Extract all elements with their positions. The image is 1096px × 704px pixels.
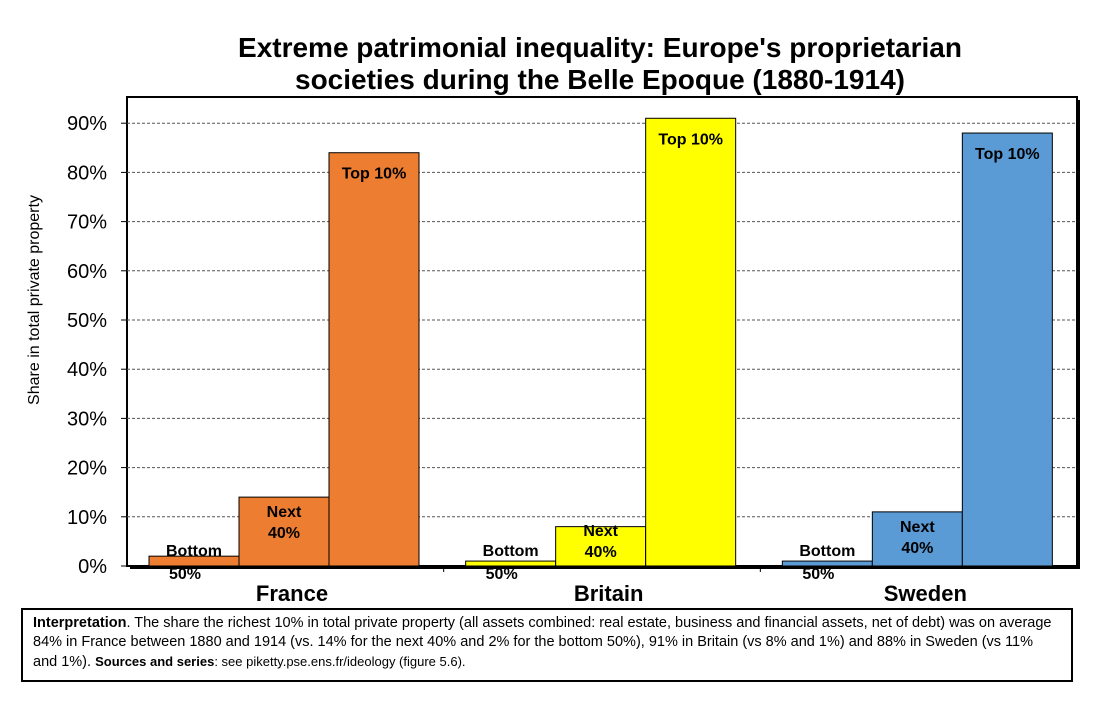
y-tick-label: 90%	[67, 113, 107, 135]
bar-label: Next	[583, 523, 618, 540]
chart-title-line-2: societies during the Belle Epoque (1880-…	[295, 64, 905, 95]
chart-title: Extreme patrimonial inequality: Europe's…	[150, 32, 1050, 96]
axes	[126, 96, 1080, 569]
bars	[148, 117, 1053, 567]
y-tick-label: 40%	[67, 359, 107, 381]
bar	[645, 117, 737, 567]
bar-label: Top 10%	[342, 166, 407, 183]
chart-title-line-1: Extreme patrimonial inequality: Europe's…	[238, 32, 962, 63]
category-label: Sweden	[884, 581, 967, 604]
bar-label: Bottom	[483, 543, 539, 560]
plot-frame	[126, 96, 1078, 567]
bar-label: Top 10%	[975, 146, 1040, 163]
bar-label: Bottom	[166, 543, 222, 560]
category-label: Britain	[574, 581, 644, 604]
y-tick-label: 70%	[67, 212, 107, 234]
y-tick-label: 50%	[67, 310, 107, 332]
bar	[961, 132, 1053, 567]
bar-label: Top 10%	[658, 131, 723, 148]
bar-label: Next	[900, 519, 935, 536]
y-tick-label: 80%	[67, 162, 107, 184]
bar-label: 50%	[169, 566, 201, 583]
bar-label: 40%	[268, 525, 300, 542]
y-axis-label: Share in total private property	[26, 195, 43, 405]
sources-label: Sources and series	[95, 654, 215, 669]
bar	[871, 511, 963, 567]
bar-labels: Bottom 50% Next 40% Top 10% Bottom 50% Next 40% T…	[166, 131, 1040, 583]
bar-label: 50%	[486, 566, 518, 583]
bar-label: Bottom	[799, 543, 855, 560]
y-tick-labels: 0% 10% 20% 30% 40% 50% 60% 70% 80% 90%	[67, 113, 107, 578]
y-tick-label: 60%	[67, 261, 107, 283]
bar-label: 40%	[585, 544, 617, 561]
y-tick-label: 10%	[67, 507, 107, 529]
category-labels: France Britain Sweden	[256, 581, 967, 604]
bar-label: 50%	[802, 566, 834, 583]
bar	[238, 496, 330, 567]
category-label: France	[256, 581, 328, 604]
y-tick-label: 30%	[67, 408, 107, 430]
bar-label: Next	[267, 504, 302, 521]
interpretation-text: . The share the richest 10% in total pri…	[33, 615, 1052, 670]
sources-text: : see piketty.pse.ens.fr/ideology (figur…	[214, 654, 466, 669]
y-tick-label: 20%	[67, 458, 107, 480]
bar-chart: 0% 10% 20% 30% 40% 50% 60% 70% 80% 90% Bottom 50% N…	[26, 96, 1080, 604]
bar-label: 40%	[901, 540, 933, 557]
bar	[555, 526, 647, 567]
interpretation-label: Interpretation	[33, 615, 127, 631]
interpretation-box: Interpretation. The share the richest 10…	[21, 608, 1073, 682]
y-tick-label: 0%	[78, 556, 107, 578]
bar	[328, 152, 420, 567]
